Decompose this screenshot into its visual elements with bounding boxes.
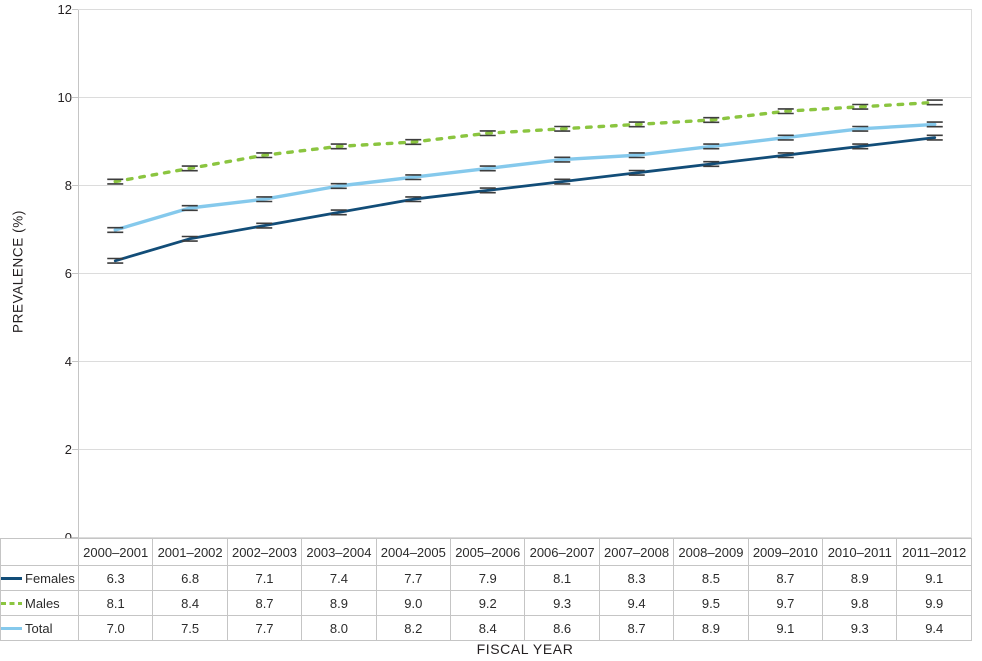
value-cell: 8.1 (524, 565, 600, 591)
y-tick-label: 10 (57, 90, 72, 105)
value-cell: 9.4 (598, 590, 675, 616)
fiscal-year-header: 2005–2006 (450, 538, 526, 566)
legend-column-corner-cell (0, 538, 79, 566)
value-cell: 9.9 (896, 590, 972, 616)
value-cell: 9.1 (896, 565, 972, 591)
y-tick-label: 6 (64, 266, 72, 281)
y-tick-label: 12 (57, 2, 72, 17)
value-cell: 8.7 (226, 590, 303, 616)
table-row-males: Males 8.1 8.4 8.7 8.9 9.0 9.2 9.3 9.4 9.5 9.7 9.8 9.… (0, 590, 972, 616)
fiscal-year-header: 2006–2007 (524, 538, 600, 566)
value-cell: 9.4 (896, 615, 972, 641)
fiscal-year-header: 2000–2001 (77, 538, 154, 566)
y-tick-label: 2 (64, 442, 72, 457)
fiscal-year-header: 2003–2004 (301, 538, 377, 566)
value-cell: 9.3 (822, 615, 898, 641)
y-tick-label: 0 (64, 530, 72, 545)
y-tick-label: 4 (64, 354, 72, 369)
value-cell: 8.9 (673, 615, 749, 641)
plot-area (72, 9, 972, 538)
value-cell: 7.7 (226, 615, 303, 641)
value-cell: 9.2 (450, 590, 526, 616)
legend-cell-total: Total (0, 615, 79, 641)
value-cell: 7.7 (375, 565, 452, 591)
line-chart-svg (72, 9, 972, 538)
value-cell: 7.1 (226, 565, 303, 591)
y-tick-label: 8 (64, 178, 72, 193)
value-cell: 8.7 (598, 615, 675, 641)
value-cell: 8.1 (77, 590, 154, 616)
legend-cell-females: Females (0, 565, 79, 591)
value-cell: 9.1 (747, 615, 824, 641)
value-cell: 7.5 (152, 615, 228, 641)
value-cell: 9.3 (524, 590, 600, 616)
value-cell: 8.9 (822, 565, 898, 591)
table-row-total: Total 7.0 7.5 7.7 8.0 8.2 8.4 8.6 8.7 8.9 9.1 9.3 9.… (0, 615, 972, 641)
fiscal-year-header: 2009–2010 (747, 538, 824, 566)
fiscal-year-header: 2007–2008 (598, 538, 675, 566)
x-axis-title: FISCAL YEAR (476, 641, 574, 657)
value-cell: 8.0 (301, 615, 377, 641)
value-cell: 8.6 (524, 615, 600, 641)
value-cell: 6.3 (77, 565, 154, 591)
legend-label: Males (25, 595, 60, 611)
value-cell: 7.9 (450, 565, 526, 591)
fiscal-year-header-row: 2000–2001 2001–2002 2002–2003 2003–2004 2004… (0, 538, 972, 566)
series-line-total (113, 122, 937, 232)
males-line-swatch-icon (1, 601, 22, 605)
value-cell: 8.3 (598, 565, 675, 591)
value-cell: 8.5 (673, 565, 749, 591)
value-cell: 8.7 (747, 565, 824, 591)
series-line-females (113, 136, 937, 263)
table-row-females: Females 6.3 6.8 7.1 7.4 7.7 7.9 8.1 8.3 8.5 8.7 8.9… (0, 565, 972, 591)
value-cell: 6.8 (152, 565, 228, 591)
series-line-males (113, 100, 937, 184)
fiscal-year-header: 2001–2002 (152, 538, 228, 566)
value-cell: 9.0 (375, 590, 452, 616)
value-cell: 8.4 (450, 615, 526, 641)
fiscal-year-header: 2004–2005 (375, 538, 452, 566)
value-cell: 8.4 (152, 590, 228, 616)
total-line-swatch-icon (1, 626, 22, 630)
females-line-swatch-icon (1, 576, 22, 580)
fiscal-year-header: 2002–2003 (226, 538, 303, 566)
legend-cell-males: Males (0, 590, 79, 616)
value-cell: 9.5 (673, 590, 749, 616)
value-cell: 9.8 (822, 590, 898, 616)
fiscal-year-header: 2010–2011 (822, 538, 898, 566)
data-table: 2000–2001 2001–2002 2002–2003 2003–2004 2004… (0, 538, 972, 641)
fiscal-year-header: 2008–2009 (673, 538, 749, 566)
value-cell: 8.9 (301, 590, 377, 616)
value-cell: 7.0 (77, 615, 154, 641)
legend-label: Females (25, 570, 75, 586)
value-cell: 7.4 (301, 565, 377, 591)
legend-label: Total (25, 620, 53, 636)
y-axis-tick-labels: 0 2 4 6 8 10 12 (0, 2, 72, 545)
fiscal-year-header: 2011–2012 (896, 538, 972, 566)
value-cell: 9.7 (747, 590, 824, 616)
value-cell: 8.2 (375, 615, 452, 641)
